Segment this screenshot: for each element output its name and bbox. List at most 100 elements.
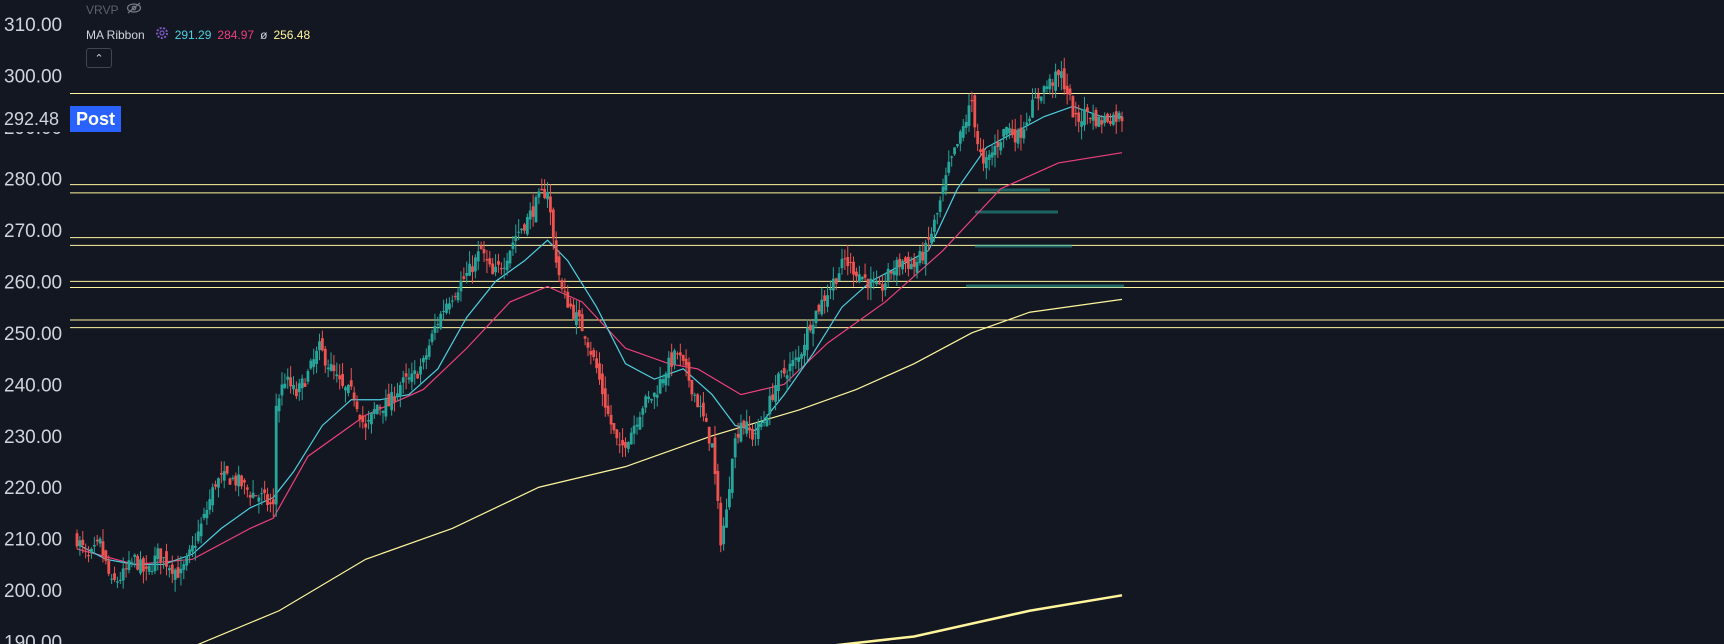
candle-body bbox=[603, 388, 607, 408]
candle-body bbox=[644, 396, 648, 408]
candle-body bbox=[358, 414, 362, 420]
candle-body bbox=[765, 417, 769, 427]
candle-body bbox=[494, 266, 497, 273]
candle-body bbox=[704, 418, 708, 422]
y-tick-label: 240.00 bbox=[4, 375, 62, 396]
candle-body bbox=[592, 350, 596, 358]
candle-body bbox=[202, 513, 206, 518]
candle-body bbox=[338, 375, 342, 380]
candle-body bbox=[785, 375, 789, 379]
candle-body bbox=[840, 258, 844, 269]
candle-body bbox=[1036, 94, 1040, 99]
candle-body bbox=[1048, 78, 1052, 90]
candle-body bbox=[739, 422, 743, 442]
candle-body bbox=[912, 258, 916, 267]
candle-body bbox=[999, 142, 1003, 151]
candle-body bbox=[751, 428, 754, 440]
y-tick-label: 190.00 bbox=[4, 633, 62, 644]
candle-body bbox=[892, 270, 896, 275]
candle-body bbox=[294, 388, 298, 397]
candle-body bbox=[450, 300, 454, 302]
candle-body bbox=[248, 495, 252, 498]
candle-body bbox=[254, 495, 258, 497]
indicator-settings-icon[interactable] bbox=[155, 26, 169, 43]
candle-body bbox=[442, 310, 446, 312]
candle-body bbox=[722, 525, 726, 545]
y-tick-label: 230.00 bbox=[4, 427, 62, 448]
candle-body bbox=[817, 304, 821, 312]
candle-body bbox=[1120, 116, 1124, 122]
candle-body bbox=[136, 555, 140, 570]
candle-body bbox=[188, 549, 191, 556]
candle-body bbox=[820, 299, 824, 315]
candle-body bbox=[378, 406, 382, 408]
candle-body bbox=[375, 404, 379, 414]
candle-body bbox=[352, 392, 356, 400]
candle-body bbox=[624, 442, 627, 448]
y-tick-label: 280.00 bbox=[4, 169, 62, 190]
candle-body bbox=[289, 377, 293, 387]
collapse-legend-button[interactable]: ⌃ bbox=[86, 48, 112, 68]
vrvp-legend[interactable]: VRVP bbox=[86, 2, 142, 17]
candle-body bbox=[303, 383, 307, 387]
candle-body bbox=[849, 262, 853, 264]
candle-body bbox=[609, 414, 613, 425]
candle-body bbox=[505, 260, 509, 271]
candle-body bbox=[621, 439, 624, 446]
candle-body bbox=[1059, 71, 1063, 78]
candle-body bbox=[1013, 129, 1017, 143]
candle-body bbox=[987, 154, 991, 160]
candle-body bbox=[837, 273, 841, 282]
candle-body bbox=[782, 368, 786, 374]
candle-body bbox=[1091, 113, 1095, 121]
y-tick-label: 270.00 bbox=[4, 221, 62, 242]
candle-body bbox=[502, 267, 506, 269]
candle-body bbox=[329, 364, 333, 371]
candle-body bbox=[690, 379, 694, 395]
candle-body bbox=[468, 263, 471, 276]
candle-body bbox=[658, 378, 662, 394]
candle-body bbox=[462, 276, 466, 279]
candle-body bbox=[808, 324, 812, 331]
vrvp-label: VRVP bbox=[86, 2, 119, 17]
candle-body bbox=[459, 280, 463, 292]
candle-body bbox=[803, 344, 806, 356]
candle-body bbox=[110, 578, 114, 580]
candle-body bbox=[551, 209, 555, 239]
candle-body bbox=[650, 398, 653, 401]
candle-body bbox=[918, 250, 922, 263]
candle-body bbox=[384, 399, 388, 417]
eye-hidden-icon[interactable] bbox=[126, 2, 142, 17]
ma-ribbon-legend[interactable]: MA Ribbon 291.29 284.97 ø 256.48 bbox=[86, 26, 316, 43]
candle-body bbox=[118, 579, 122, 581]
candle-body bbox=[935, 213, 939, 215]
candle-body bbox=[797, 357, 801, 362]
candle-body bbox=[866, 279, 870, 289]
candle-body bbox=[159, 548, 163, 563]
candle-body bbox=[139, 559, 142, 574]
candle-body bbox=[895, 259, 899, 276]
candle-body bbox=[1005, 127, 1008, 135]
candle-body bbox=[488, 258, 492, 265]
candle-body bbox=[196, 531, 200, 542]
candle-body bbox=[323, 348, 327, 366]
chevron-up-icon: ⌃ bbox=[94, 52, 104, 65]
candle-body bbox=[491, 263, 495, 275]
candle-body bbox=[447, 303, 451, 310]
candle-body bbox=[393, 396, 396, 402]
moving-average-lines bbox=[76, 105, 1123, 644]
candle-body bbox=[852, 261, 855, 275]
candle-body bbox=[104, 550, 108, 561]
candle-body bbox=[1117, 112, 1121, 120]
last-price-tag: 292.48 Post bbox=[0, 106, 122, 132]
candle-body bbox=[728, 489, 731, 508]
candle-body bbox=[632, 425, 636, 434]
candle-body bbox=[549, 196, 552, 213]
candle-body bbox=[306, 371, 310, 382]
candle-body bbox=[930, 233, 933, 243]
candle-body bbox=[589, 350, 593, 355]
candle-body bbox=[684, 358, 688, 366]
candle-body bbox=[878, 282, 881, 285]
ma-fast-value: 291.29 bbox=[174, 27, 212, 42]
